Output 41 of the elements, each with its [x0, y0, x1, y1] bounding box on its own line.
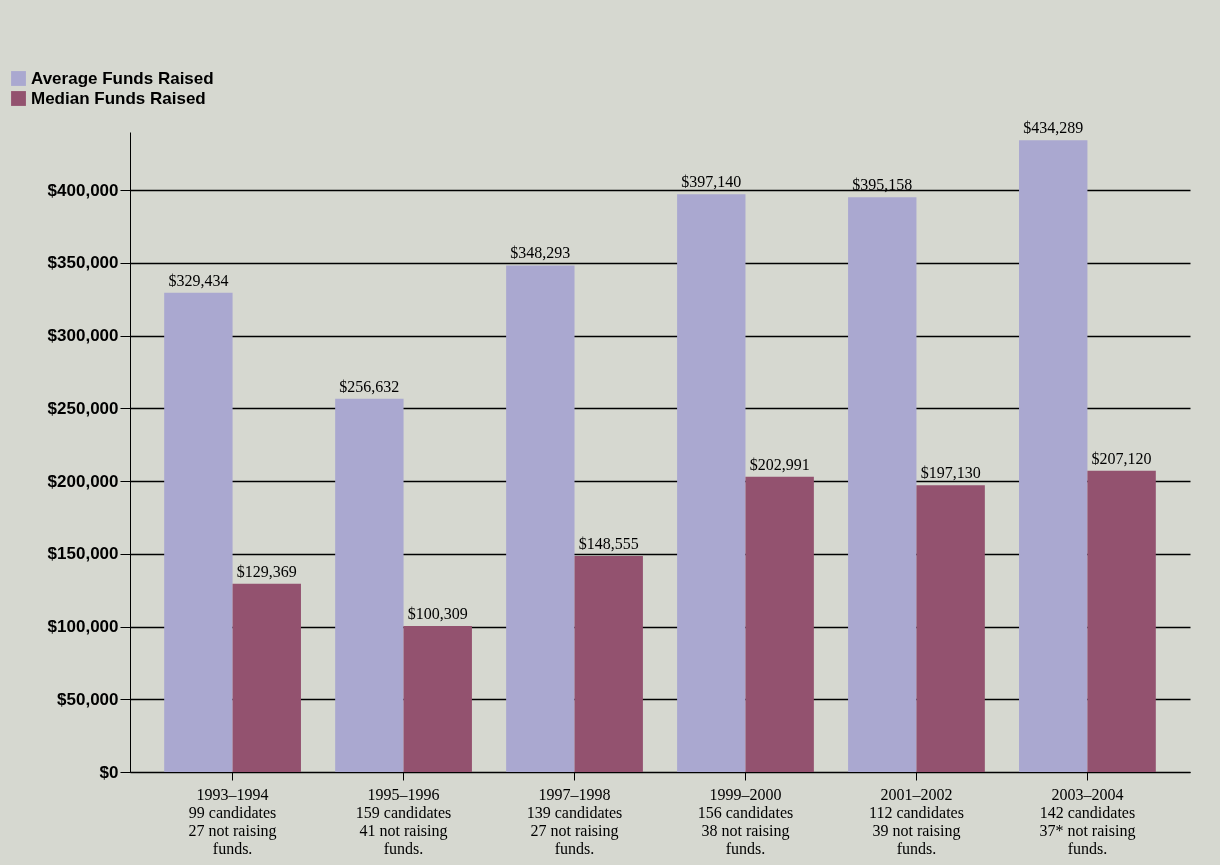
data-label: $329,434	[168, 271, 229, 289]
bar	[677, 194, 746, 772]
y-tick-label: $0	[99, 762, 119, 782]
bar	[1019, 140, 1088, 772]
x-tick-label: 2001–2002 112 candidates 39 not raising funds.	[868, 785, 964, 857]
y-tick-label: $250,000	[47, 398, 119, 418]
bar	[574, 555, 643, 772]
bar	[916, 485, 985, 772]
bar	[403, 626, 472, 772]
bar	[1087, 470, 1156, 772]
y-tick-label: $100,000	[47, 617, 119, 637]
bar	[506, 265, 575, 772]
bar	[848, 197, 917, 772]
bar	[335, 398, 404, 772]
y-tick-label: $350,000	[47, 253, 119, 273]
data-label: $397,140	[681, 173, 742, 191]
bar	[232, 583, 301, 772]
x-tick-label: 1995–1996 159 candidates 41 not raising funds.	[355, 785, 452, 857]
data-label: $100,309	[407, 605, 468, 623]
data-label: $434,289	[1023, 119, 1084, 137]
y-tick-label: $400,000	[47, 180, 119, 200]
y-tick-label: $150,000	[47, 544, 119, 564]
y-tick-label: $50,000	[57, 689, 119, 709]
bar	[745, 476, 814, 772]
x-tick-label: 2003–2004 142 candidates 37* not raising funds.	[1039, 785, 1136, 857]
legend-label: Average Funds Raised	[31, 68, 214, 88]
data-label: $197,130	[920, 464, 981, 482]
data-label: $207,120	[1091, 449, 1152, 467]
x-tick-label: 1997–1998 139 candidates 27 not raising funds.	[526, 785, 623, 857]
y-tick-label: $200,000	[47, 471, 119, 491]
legend-label: Median Funds Raised	[31, 88, 206, 108]
data-label: $348,293	[510, 244, 571, 262]
data-label: $256,632	[339, 377, 400, 395]
data-label: $129,369	[236, 562, 297, 580]
data-label: $202,991	[749, 455, 810, 473]
data-label: $148,555	[578, 534, 639, 552]
bar	[164, 292, 233, 772]
y-tick-label: $300,000	[47, 326, 119, 346]
x-tick-label: 1999–2000 156 candidates 38 not raising funds.	[697, 785, 794, 857]
data-label: $395,158	[852, 176, 913, 194]
x-tick-label: 1993–1994 99 candidates 27 not raising funds.	[188, 785, 277, 857]
